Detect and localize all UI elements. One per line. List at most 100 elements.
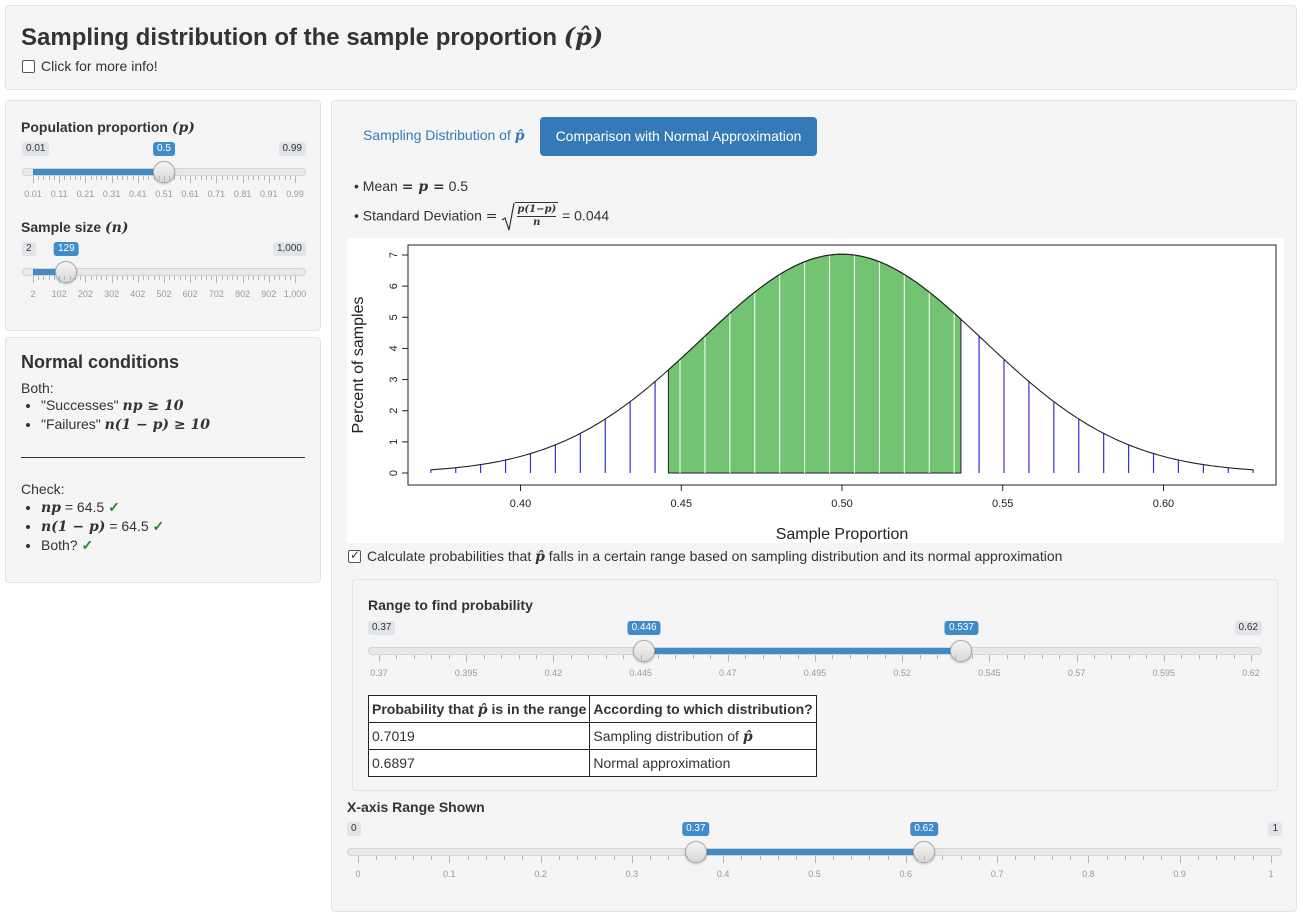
slider-tick <box>971 655 973 659</box>
slider-tick-label: 602 <box>182 289 198 299</box>
y-tick-label: 5 <box>388 314 400 320</box>
slider-tick <box>127 176 129 180</box>
slider-tick <box>59 176 61 183</box>
slider-tick <box>106 276 108 280</box>
slider-tick <box>190 176 192 183</box>
more-info-label: Click for more info! <box>41 58 158 75</box>
slider-tick <box>174 276 176 280</box>
slider-tick <box>111 176 113 183</box>
range-prob-high-handle[interactable] <box>950 640 973 662</box>
slider-tick <box>258 176 260 180</box>
slider-tick <box>1124 856 1126 860</box>
xaxis-range-label: X-axis Range Shown <box>347 799 485 815</box>
slider-tick-label: 802 <box>235 289 251 299</box>
slider-tick <box>535 655 537 659</box>
slider-tick <box>74 276 76 280</box>
slider-tick <box>745 655 747 659</box>
slider-tick <box>1251 655 1252 662</box>
x-tick-label: 0.45 <box>671 498 692 510</box>
slider-tick <box>1216 856 1218 860</box>
slider-tick <box>577 856 579 860</box>
slider-tick <box>69 276 71 280</box>
slider-tick-label: 0.495 <box>803 668 827 678</box>
slider-tick <box>205 176 207 180</box>
slider-tick <box>169 176 171 180</box>
slider-tick <box>148 176 150 180</box>
failures-condition: "Failures" n(1 − p) ≥ 10 <box>41 416 210 433</box>
slider-tick <box>221 176 223 180</box>
slider-tick <box>989 655 991 662</box>
slider-tick <box>190 276 192 283</box>
slider-tick <box>95 276 97 280</box>
slider-tick <box>849 655 851 659</box>
dist-cell: Normal approximation <box>589 749 817 777</box>
slider-tick <box>64 176 66 180</box>
slider-tick <box>867 655 869 659</box>
slider-tick <box>253 176 255 180</box>
slider-tick <box>997 856 999 863</box>
range-prob-low-handle[interactable] <box>633 640 656 662</box>
pop-prop-ticks: 0.01 0.11 0.21 0.31 0.41 0.51 0.61 0.71 0.81 0.91… <box>22 176 306 199</box>
pop-prop-label: Population proportion (p) <box>21 119 195 136</box>
slider-tick <box>1252 856 1254 860</box>
pop-prop-slider[interactable]: 0.01 0.99 0.5 0.01 0.11 0.21 0.31 0.41 0.51 0.… <box>22 142 306 202</box>
mean-stat: • Mean = p = 0.5 <box>354 178 469 195</box>
sample-size-slider[interactable]: 2 1,000 129 2 102 202 302 402 502 602 702 802 902… <box>22 242 306 302</box>
both-label: Both: <box>21 380 54 396</box>
slider-tick <box>668 856 670 860</box>
slider-tick <box>467 856 469 860</box>
slider-tick-label: 0.4 <box>716 869 730 879</box>
slider-tick <box>132 176 134 180</box>
slider-tick <box>148 276 150 280</box>
xaxis-range-high-handle[interactable] <box>913 841 936 863</box>
more-info-toggle[interactable]: Click for more info! <box>22 57 158 74</box>
slider-tick <box>253 276 255 280</box>
slider-tick <box>954 655 956 659</box>
slider-tick <box>247 276 249 280</box>
slider-tick <box>179 276 181 280</box>
slider-tick <box>158 176 160 180</box>
slider-tick <box>263 276 265 280</box>
slider-tick-label: 0.37 <box>370 668 388 678</box>
slider-tick <box>762 655 764 659</box>
slider-tick <box>919 655 921 659</box>
sqrt-expression: p(1−p) n <box>501 202 559 232</box>
y-axis-label: Percent of samples <box>350 297 367 434</box>
xaxis-range-slider[interactable]: 0 1 0.37 0.62 0 0.1 0.2 0.3 0.4 0.5 0.6 0.7 0.8 0… <box>347 822 1282 882</box>
sqrt-symbol <box>502 202 515 231</box>
slider-tick <box>122 176 124 180</box>
slider-tick-label: 0.81 <box>233 189 252 199</box>
range-prob-slider[interactable]: 0.37 0.62 0.446 0.537 0.37 0.395 0.42 0.445… <box>368 621 1262 681</box>
table-header-row: Probability that p̂ is in the range Acco… <box>367 695 817 723</box>
sample-size-handle[interactable] <box>55 261 78 283</box>
slider-tick <box>237 176 239 180</box>
slider-tick <box>851 856 853 860</box>
slider-tick <box>80 176 82 180</box>
slider-tick-label: 0.41 <box>129 189 147 199</box>
slider-tick <box>905 856 907 863</box>
both-checkmark: ✓ <box>81 537 94 553</box>
slider-tick <box>623 655 625 659</box>
xaxis-range-low-handle[interactable] <box>684 841 707 863</box>
slider-tick <box>692 655 694 659</box>
tab-normal-comparison[interactable]: Comparison with Normal Approximation <box>540 117 817 156</box>
slider-tick-label: 0.2 <box>534 869 547 879</box>
slider-tick <box>504 856 506 860</box>
slider-tick <box>232 276 234 280</box>
calc-probabilities-toggle[interactable]: Calculate probabilities that p̂ falls in… <box>348 547 1062 565</box>
conditions-list: "Successes" np ≥ 10 "Failures" n(1 − p) … <box>21 397 210 435</box>
main-panel: Sampling Distribution of p̂ Comparison w… <box>331 100 1297 912</box>
calc-probabilities-checkbox[interactable] <box>348 548 361 563</box>
slider-tick <box>448 655 450 659</box>
sample-size-track[interactable] <box>22 268 306 276</box>
slider-tick <box>1198 655 1200 659</box>
page-title: Sampling distribution of the sample prop… <box>21 22 604 51</box>
tab-sampling-distribution[interactable]: Sampling Distribution of p̂ <box>363 127 525 144</box>
slider-tick <box>111 276 113 283</box>
slider-tick <box>48 176 50 180</box>
more-info-checkbox[interactable] <box>22 59 35 73</box>
slider-tick <box>122 276 124 280</box>
slider-tick <box>132 276 134 280</box>
range-prob-fill <box>644 648 962 654</box>
slider-tick <box>64 276 66 280</box>
